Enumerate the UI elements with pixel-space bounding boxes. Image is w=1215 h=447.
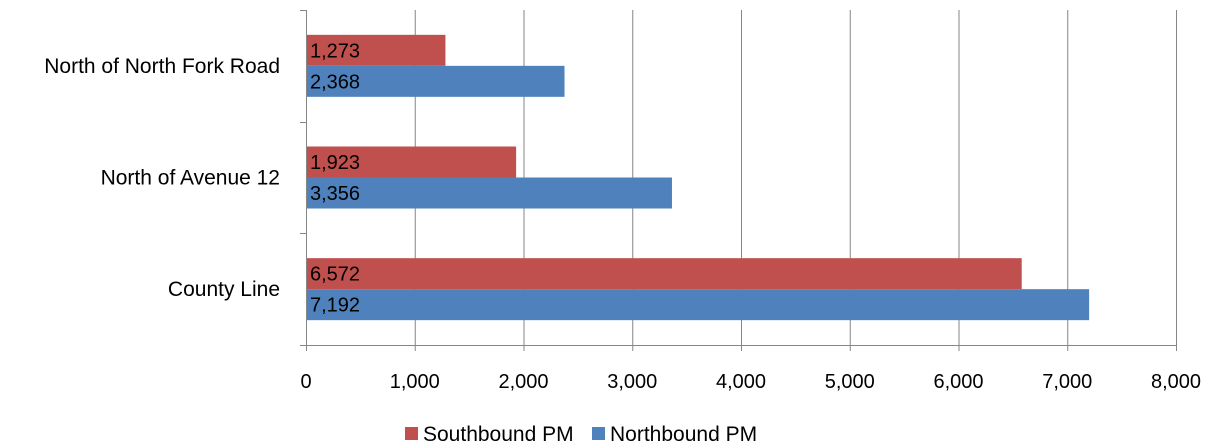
x-tick-label: 3,000 — [607, 371, 657, 393]
data-label: 6,572 — [310, 264, 360, 286]
category-label: North of North Fork Road — [44, 55, 280, 78]
labels: North of North Fork Road 1,273 2,368 North … — [44, 40, 360, 316]
legend-label: Southbound PM — [423, 423, 574, 446]
data-label: 7,192 — [310, 295, 360, 317]
x-tick-label: 7,000 — [1042, 371, 1092, 393]
bar-southbound-pm — [307, 34, 446, 66]
legend-swatch — [592, 427, 605, 440]
x-tick-label: 8,000 — [1151, 371, 1201, 393]
legend-swatch — [405, 427, 418, 440]
bar-southbound-pm — [307, 146, 517, 178]
category-label: North of Avenue 12 — [101, 167, 280, 190]
data-label: 1,273 — [310, 40, 360, 62]
data-label: 3,356 — [310, 183, 360, 205]
x-tick-label: 4,000 — [716, 371, 766, 393]
x-tick-label: 5,000 — [825, 371, 875, 393]
legend: Southbound PM Northbound PM — [405, 423, 757, 446]
bar-northbound-pm — [307, 65, 565, 97]
x-tick-label: 1,000 — [390, 371, 440, 393]
category-label: County Line — [168, 278, 280, 301]
x-tick-label: 2,000 — [498, 371, 548, 393]
x-tick-label: 0 — [300, 371, 311, 393]
bar-southbound-pm — [307, 258, 1022, 290]
bar-northbound-pm — [307, 289, 1090, 321]
x-tick-label: 6,000 — [933, 371, 983, 393]
axes: 0 1,000 2,000 3,000 4,000 5,000 6,000 7,000 8,00… — [300, 10, 1201, 393]
bars — [307, 34, 1090, 321]
data-label: 1,923 — [310, 152, 360, 174]
data-label: 2,368 — [310, 71, 360, 93]
bar-northbound-pm — [307, 177, 672, 209]
legend-label: Northbound PM — [610, 423, 757, 446]
